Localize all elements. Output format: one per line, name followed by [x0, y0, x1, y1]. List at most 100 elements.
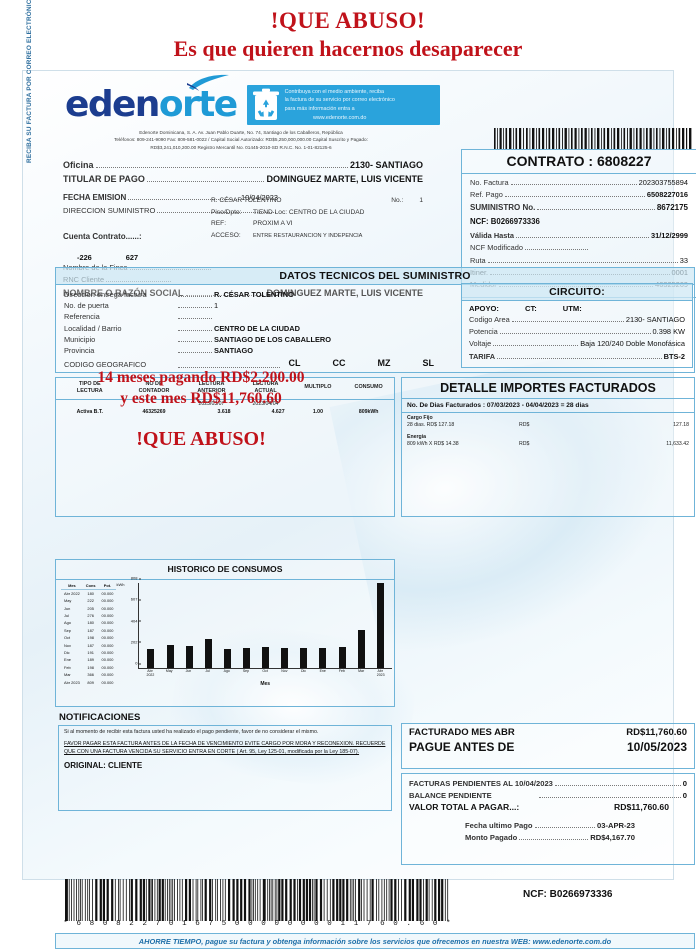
dot-leader — [146, 181, 265, 183]
fecha-ultimo-pago-label: Fecha ultimo Pago — [465, 821, 533, 830]
cell-potencia: 00.000 — [101, 672, 114, 678]
swoosh-icon — [186, 74, 229, 91]
bill-page: !QUE ABUSO! Es que quieren hacernos desa… — [22, 0, 696, 949]
contract-barcode — [494, 128, 692, 150]
cell-consumo: 191 — [87, 649, 94, 655]
codigo-area-label: Codigo Area — [469, 315, 510, 324]
cell-mes: Nov — [64, 642, 71, 648]
cell-consumo: 180 — [87, 590, 94, 596]
cell-consumo: 187 — [87, 642, 94, 648]
chart-bar — [185, 646, 193, 668]
dot-leader — [497, 357, 662, 359]
chart-bar — [147, 649, 155, 668]
dot-leader — [95, 167, 348, 168]
utm-label: UTM: — [562, 304, 582, 313]
contract-row: No. Factura 202303755894 — [470, 178, 688, 189]
ref-pago-value: 6508227016 — [646, 190, 688, 200]
consumption-history-body: Mes Cons Pot. Abr 2022 180 00.000 May 222 00.… — [56, 576, 394, 687]
municipio-value: SANTIAGO DE LOS CABALLERO — [214, 334, 332, 344]
consumption-history-panel: HISTORICO DE CONSUMOS Mes Cons Pot. Abr … — [55, 559, 395, 707]
consumption-history-rows: Abr 2022 180 00.000 May 222 00.000 Jun 205 00.00… — [61, 590, 116, 687]
chart-x-tick: Abr 2022 — [146, 669, 155, 677]
table-header-row: TIPO DE LECTURA NO DE CONTADOR LECTURA A… — [56, 378, 394, 400]
col-multiplo: MULTIPLO — [292, 378, 344, 400]
ncf-modificado-label: NCF Modificado — [470, 243, 523, 253]
billed-days-value: 07/03/2023 - 04/04/2023 = 28 dias — [486, 402, 589, 409]
col-consumo: CONSUMO — [343, 378, 394, 400]
cell-consumo: 198 — [87, 635, 94, 641]
chart-bar — [357, 629, 365, 668]
ncf-row: NCF: B0266973336 — [470, 217, 688, 226]
municipio-label: Municipio — [64, 334, 96, 344]
logo-text-eden: eden — [65, 84, 160, 125]
table-row: Abr 2023 809 00.000 — [61, 679, 116, 687]
protest-annotation-line3: !QUE ABUSO! — [136, 427, 266, 450]
chart-x-tick: Jul — [205, 669, 210, 673]
col-lectura-anterior: LECTURA ANTERIOR — [184, 378, 239, 400]
charge-calc: 809 kWh X RD$ 14.38 — [407, 441, 459, 447]
cell-mes: Dic — [64, 649, 70, 655]
cell-consumo: 198 — [87, 664, 94, 670]
table-row: Oct 198 00.000 — [61, 635, 116, 642]
dot-leader — [510, 184, 637, 185]
protest-headline-line2: Es que quieren hacernos desaparecer — [173, 36, 523, 61]
dot-leader — [519, 839, 589, 840]
chart-ylabel: kWh — [116, 582, 125, 587]
notifications-paragraph: Si al momento de recibir esta factura us… — [64, 729, 319, 735]
chart-x-tick: Nov — [281, 669, 288, 673]
contract-row: Ruta 33 — [470, 256, 688, 267]
billing-details-title: DETALLE IMPORTES FACTURADOS — [440, 381, 656, 395]
supply-address-block: R. CÉSAR TOLENTINO No.: 1 Piso/Dpto: TIEN… — [211, 195, 423, 241]
chart-y-tick: 0 — [135, 660, 142, 666]
fecha-emision-label: FECHA EMISION — [63, 193, 127, 203]
balance-pendiente-label: BALANCE PENDIENTE — [409, 791, 492, 800]
dot-leader — [524, 249, 588, 251]
chart-x-tick: Ago — [223, 669, 230, 673]
chart-x-tick: Abr 2023 — [376, 669, 385, 677]
table-row: Abr 2022 180 00.000 — [61, 590, 116, 598]
titular-label: TITULAR DE PAGO — [63, 174, 145, 185]
cuenta-contrato-values: -226 627 — [77, 253, 423, 262]
apoyo-label: APOYO: — [469, 304, 499, 313]
tarifa-label: TARIFA — [469, 351, 496, 361]
referencia-label: Referencia — [64, 312, 100, 322]
chart-y-tick: 404 — [130, 618, 142, 623]
chart-x-tick: Jun — [185, 669, 192, 673]
cell-consumo: 276 — [87, 612, 94, 618]
circuito-rows: APOYO: CT: UTM: Codigo Area 2130- SANTIA… — [462, 301, 692, 367]
cuenta-value-1: -226 — [77, 253, 92, 263]
cell-lectura-anterior: 3.618 — [217, 408, 231, 415]
circuito-row: Voltaje Baja 120/240 Doble Monofásica — [469, 339, 685, 350]
cell-potencia: 00.000 — [101, 642, 114, 648]
chart-bar — [319, 648, 327, 668]
chart-bar — [376, 582, 384, 668]
ref-label: REF: — [211, 220, 227, 228]
tech-row: Localidad / Barrio CENTRO DE LA CIUDAD — [64, 324, 434, 335]
cell-consumo: 180 — [87, 620, 94, 626]
cell-potencia: 00.000 — [101, 590, 114, 596]
cell-mes: May — [64, 598, 72, 604]
localidad-label: Localidad / Barrio — [64, 323, 122, 333]
piso-value: TIEND Loc: CENTRO DE LA CIUDAD — [253, 208, 365, 216]
table-row: Ago 180 00.000 — [61, 620, 116, 627]
balance-pendiente-value: 0 — [682, 791, 687, 800]
date-previous: 2023/03/07 — [198, 400, 225, 407]
table-header-row: Mes Cons Pot. — [61, 583, 117, 590]
cuenta-value-2: 627 — [125, 253, 139, 263]
notifications-panel: NOTIFICACIONES Si al momento de recibir … — [55, 711, 395, 819]
footer-strip: AHORRE TIEMPO, pague su factura y obteng… — [55, 933, 695, 949]
ref-value: PROXIM A VI — [253, 220, 293, 228]
payment-barcode-digits: * 6 8 0 8 2 2 7 0 1 6 7 5 0 0 0 0 0 0 0 … — [63, 920, 453, 928]
cell-mes: Ago — [64, 620, 71, 626]
protest-annotation: 14 meses pagando RD$2,200.00 y este mes … — [36, 368, 366, 451]
fecha-ultimo-pago-value: 03-APR-23 — [597, 821, 635, 830]
chart-bar — [338, 647, 346, 668]
ref-pago-label: Ref. Pago — [470, 190, 503, 200]
amount-due-panel: FACTURADO MES ABR RD$11,760.60 PAGUE ANT… — [401, 723, 695, 769]
pague-antes-row: PAGUE ANTES DE 10/05/2023 — [402, 739, 694, 755]
dot-leader — [499, 333, 651, 335]
recycle-url[interactable]: www.edenorte.com.do — [313, 114, 367, 121]
valor-total-row: VALOR TOTAL A PAGAR...: RD$11,760.60 — [409, 802, 687, 812]
cell-lectura-actual: 4.627 — [271, 408, 285, 415]
valor-total-value: RD$11,760.60 — [614, 802, 669, 812]
